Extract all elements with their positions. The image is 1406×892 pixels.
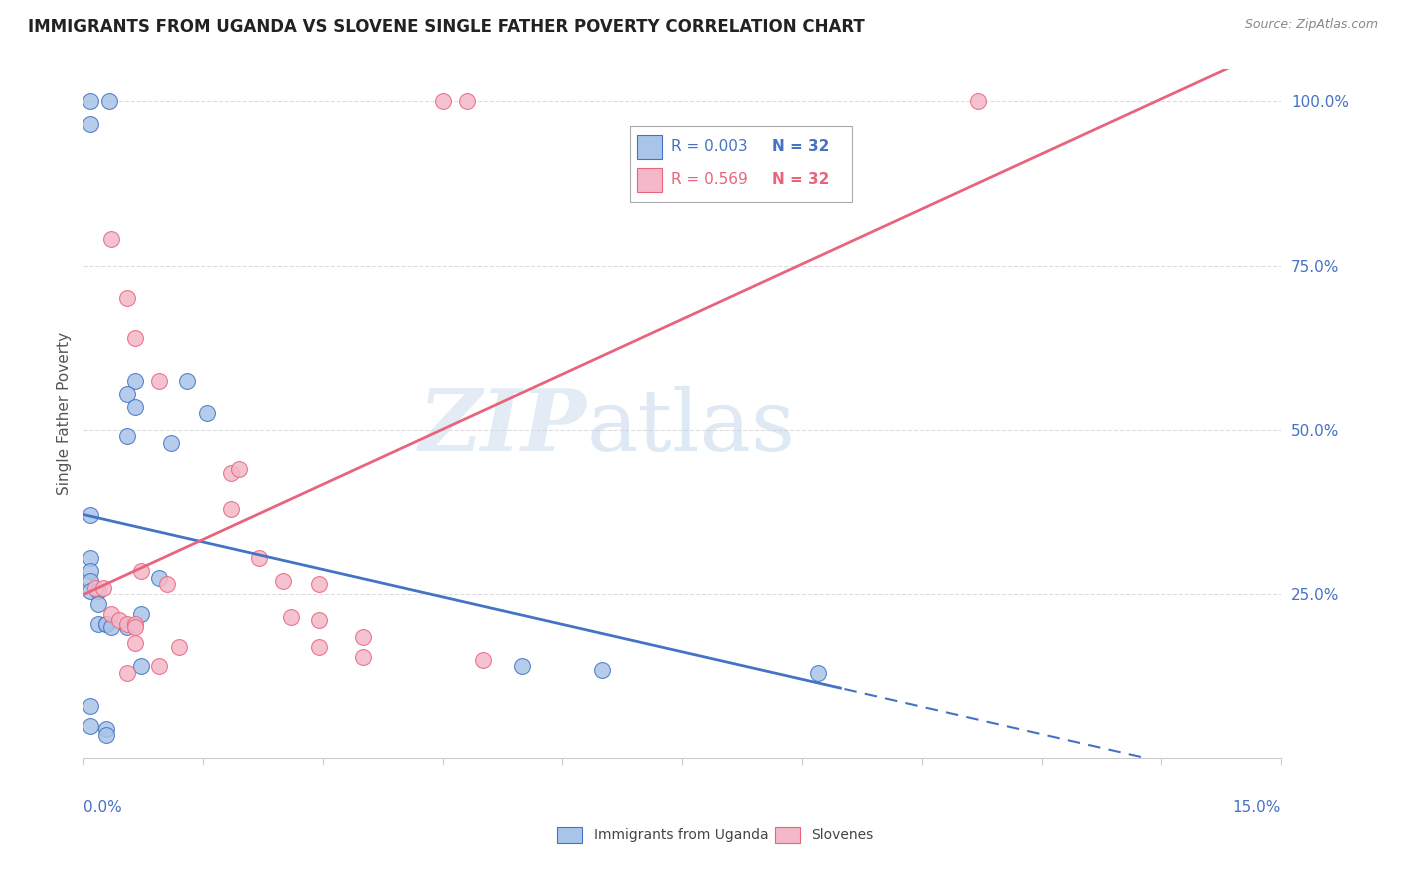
Point [91,581,114,595]
Text: Slovenes: Slovenes [811,828,875,842]
Point [456,95,478,109]
Point [108,613,131,627]
Point [966,95,988,109]
Point [79,508,101,523]
Point [86,597,108,611]
Point [271,574,294,588]
Point [124,616,146,631]
Text: 15.0%: 15.0% [1233,800,1281,814]
Point [247,551,270,566]
Point [84,581,107,595]
Point [115,616,138,631]
Point [79,698,101,713]
Point [79,95,101,109]
Point [124,620,146,634]
Point [124,374,146,388]
Point [167,640,190,654]
Point [79,564,101,578]
Point [308,577,330,591]
Point [79,583,101,598]
Point [280,610,302,624]
Point [308,613,330,627]
Text: Source: ZipAtlas.com: Source: ZipAtlas.com [1244,18,1378,31]
Point [100,232,122,246]
Point [124,636,146,650]
Point [115,620,138,634]
Point [94,728,117,742]
Point [79,718,101,732]
Point [115,429,138,443]
Point [115,292,138,306]
Point [308,640,330,654]
Point [148,571,170,585]
Point [79,117,101,131]
Point [352,649,374,664]
Point [195,406,218,420]
Point [124,331,146,345]
Point [94,722,117,736]
Point [129,564,152,578]
Point [591,663,613,677]
Point [432,95,454,109]
Point [807,665,830,680]
Point [352,630,374,644]
Point [471,653,494,667]
Point [94,616,117,631]
Point [115,386,138,401]
Point [86,616,108,631]
FancyBboxPatch shape [637,136,662,159]
Text: ZIP: ZIP [419,385,586,469]
Text: Immigrants from Uganda: Immigrants from Uganda [593,828,768,842]
Point [228,462,250,476]
Text: atlas: atlas [586,385,796,469]
Point [97,95,120,109]
Point [156,577,179,591]
Text: N = 32: N = 32 [772,172,830,187]
Point [79,574,101,588]
Text: R = 0.569: R = 0.569 [672,172,748,187]
FancyBboxPatch shape [630,126,852,202]
Point [219,501,242,516]
FancyBboxPatch shape [637,169,662,192]
Y-axis label: Single Father Poverty: Single Father Poverty [58,332,72,495]
Point [94,616,117,631]
Text: N = 32: N = 32 [772,139,830,154]
Text: IMMIGRANTS FROM UGANDA VS SLOVENE SINGLE FATHER POVERTY CORRELATION CHART: IMMIGRANTS FROM UGANDA VS SLOVENE SINGLE… [28,18,865,36]
Point [512,659,534,673]
Point [100,620,122,634]
Text: R = 0.003: R = 0.003 [672,139,748,154]
Point [148,659,170,673]
Point [160,436,183,450]
Point [100,607,122,621]
Point [129,659,152,673]
Point [86,583,108,598]
Point [124,400,146,414]
Text: 0.0%: 0.0% [83,800,122,814]
Point [219,466,242,480]
Point [176,374,198,388]
Point [79,551,101,566]
Point [148,374,170,388]
Point [115,665,138,680]
Point [129,607,152,621]
